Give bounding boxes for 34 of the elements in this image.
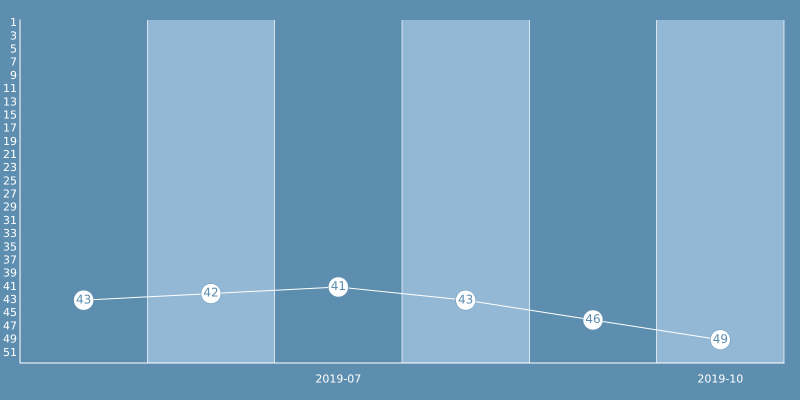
y-tick-label: 27 xyxy=(3,188,17,201)
y-tick-label: 23 xyxy=(3,161,17,174)
y-tick-label: 3 xyxy=(10,29,17,42)
y-tick-label: 51 xyxy=(3,346,17,359)
y-tick-label: 11 xyxy=(3,82,17,96)
y-tick-label: 7 xyxy=(10,56,17,69)
y-tick-label: 5 xyxy=(10,42,17,56)
y-tick-label: 1 xyxy=(10,16,17,30)
y-tick-label: 9 xyxy=(10,68,17,82)
y-tick-label: 33 xyxy=(3,227,17,240)
data-label: 49 xyxy=(712,332,728,346)
x-tick-label: 2019-10 xyxy=(697,372,744,386)
y-tick-label: 47 xyxy=(3,319,17,332)
data-label: 43 xyxy=(76,292,92,306)
y-tick-label: 37 xyxy=(3,253,17,266)
y-tick-label: 49 xyxy=(3,332,17,346)
x-tick-label: 2019-07 xyxy=(315,372,362,386)
y-tick-label: 19 xyxy=(3,134,17,148)
y-tick-label: 15 xyxy=(3,108,17,122)
data-label: 43 xyxy=(458,292,474,306)
y-tick-label: 31 xyxy=(3,214,17,227)
y-tick-label: 43 xyxy=(3,293,17,306)
y-tick-label: 21 xyxy=(3,148,17,161)
data-label: 42 xyxy=(203,286,219,300)
data-label: 46 xyxy=(585,312,601,326)
y-tick-label: 41 xyxy=(3,280,17,293)
y-tick-label: 25 xyxy=(3,174,17,188)
y-tick-label: 39 xyxy=(3,266,17,280)
data-label: 41 xyxy=(330,279,346,294)
y-tick-label: 45 xyxy=(3,306,17,320)
y-tick-label: 17 xyxy=(3,122,17,135)
y-tick-label: 29 xyxy=(3,200,17,214)
y-tick-label: 13 xyxy=(3,95,17,108)
y-tick-label: 35 xyxy=(3,240,17,254)
